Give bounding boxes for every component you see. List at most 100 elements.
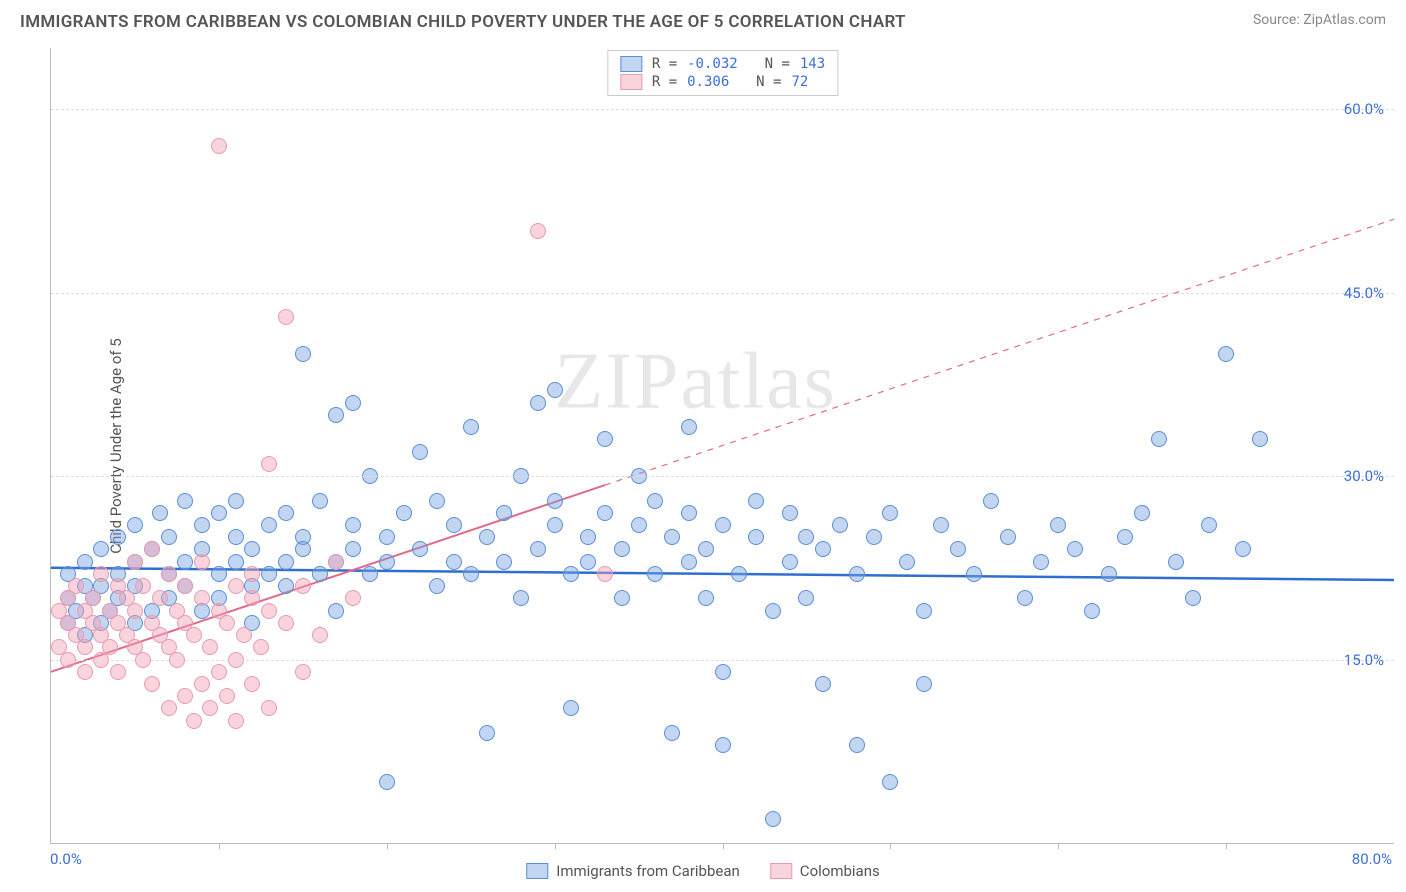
scatter-point xyxy=(228,493,244,509)
scatter-point xyxy=(530,223,546,239)
scatter-point xyxy=(463,419,479,435)
scatter-point xyxy=(295,578,311,594)
scatter-point xyxy=(748,493,764,509)
scatter-point xyxy=(144,541,160,557)
scatter-point xyxy=(228,578,244,594)
scatter-point xyxy=(1117,529,1133,545)
scatter-point xyxy=(202,700,218,716)
scatter-point xyxy=(1000,529,1016,545)
scatter-point xyxy=(110,529,126,545)
scatter-point xyxy=(102,639,118,655)
scatter-point xyxy=(194,676,210,692)
scatter-point xyxy=(798,590,814,606)
scatter-point xyxy=(1218,346,1234,362)
gridline-horizontal xyxy=(51,660,1394,661)
scatter-point xyxy=(463,566,479,582)
scatter-point xyxy=(253,639,269,655)
scatter-point xyxy=(261,566,277,582)
scatter-point xyxy=(614,541,630,557)
gridline-horizontal xyxy=(51,293,1394,294)
scatter-point xyxy=(228,713,244,729)
scatter-point xyxy=(597,566,613,582)
legend-item: Colombians xyxy=(770,862,880,880)
scatter-point xyxy=(186,713,202,729)
source-attribution: Source: ZipAtlas.com xyxy=(1253,12,1386,28)
scatter-point xyxy=(77,664,93,680)
scatter-point xyxy=(379,774,395,790)
scatter-point xyxy=(580,529,596,545)
scatter-point xyxy=(681,419,697,435)
scatter-point xyxy=(295,664,311,680)
scatter-point xyxy=(530,541,546,557)
chart-plot-area: ZIPatlas R = -0.032 N = 143R = 0.306 N =… xyxy=(50,48,1394,844)
x-tick xyxy=(890,843,891,849)
scatter-points-layer xyxy=(51,48,1394,843)
scatter-point xyxy=(1033,554,1049,570)
scatter-point xyxy=(765,603,781,619)
scatter-point xyxy=(345,395,361,411)
scatter-point xyxy=(194,517,210,533)
scatter-point xyxy=(1017,590,1033,606)
scatter-point xyxy=(152,505,168,521)
scatter-point xyxy=(580,554,596,570)
scatter-point xyxy=(244,541,260,557)
scatter-point xyxy=(681,554,697,570)
scatter-point xyxy=(110,664,126,680)
scatter-point xyxy=(278,505,294,521)
x-tick xyxy=(1058,843,1059,849)
scatter-point xyxy=(698,541,714,557)
scatter-point xyxy=(715,664,731,680)
scatter-point xyxy=(1185,590,1201,606)
scatter-point xyxy=(547,493,563,509)
scatter-point xyxy=(715,737,731,753)
scatter-point xyxy=(530,395,546,411)
scatter-point xyxy=(278,554,294,570)
scatter-point xyxy=(882,774,898,790)
scatter-point xyxy=(715,517,731,533)
scatter-point xyxy=(177,578,193,594)
scatter-point xyxy=(899,554,915,570)
scatter-point xyxy=(278,615,294,631)
scatter-point xyxy=(236,627,252,643)
x-tick xyxy=(1226,843,1227,849)
scatter-point xyxy=(647,493,663,509)
scatter-point xyxy=(547,517,563,533)
scatter-point xyxy=(161,529,177,545)
scatter-point xyxy=(966,566,982,582)
scatter-point xyxy=(328,603,344,619)
scatter-point xyxy=(631,517,647,533)
scatter-point xyxy=(127,517,143,533)
scatter-point xyxy=(161,566,177,582)
scatter-point xyxy=(782,505,798,521)
scatter-point xyxy=(312,566,328,582)
scatter-point xyxy=(429,493,445,509)
scatter-point xyxy=(194,554,210,570)
scatter-point xyxy=(396,505,412,521)
scatter-point xyxy=(916,603,932,619)
scatter-point xyxy=(93,541,109,557)
scatter-point xyxy=(379,554,395,570)
scatter-point xyxy=(765,811,781,827)
scatter-point xyxy=(731,566,747,582)
scatter-point xyxy=(748,529,764,545)
scatter-point xyxy=(597,505,613,521)
scatter-point xyxy=(1084,603,1100,619)
x-tick xyxy=(723,843,724,849)
scatter-point xyxy=(681,505,697,521)
scatter-point xyxy=(219,688,235,704)
scatter-point xyxy=(244,566,260,582)
scatter-point xyxy=(261,700,277,716)
legend-swatch xyxy=(770,863,792,879)
scatter-point xyxy=(815,676,831,692)
scatter-point xyxy=(211,505,227,521)
scatter-point xyxy=(244,590,260,606)
scatter-point xyxy=(950,541,966,557)
scatter-point xyxy=(379,529,395,545)
scatter-point xyxy=(219,615,235,631)
y-tick-label: 15.0% xyxy=(1344,651,1384,669)
scatter-point xyxy=(85,590,101,606)
scatter-point xyxy=(547,382,563,398)
scatter-point xyxy=(513,590,529,606)
scatter-point xyxy=(1067,541,1083,557)
scatter-point xyxy=(211,664,227,680)
